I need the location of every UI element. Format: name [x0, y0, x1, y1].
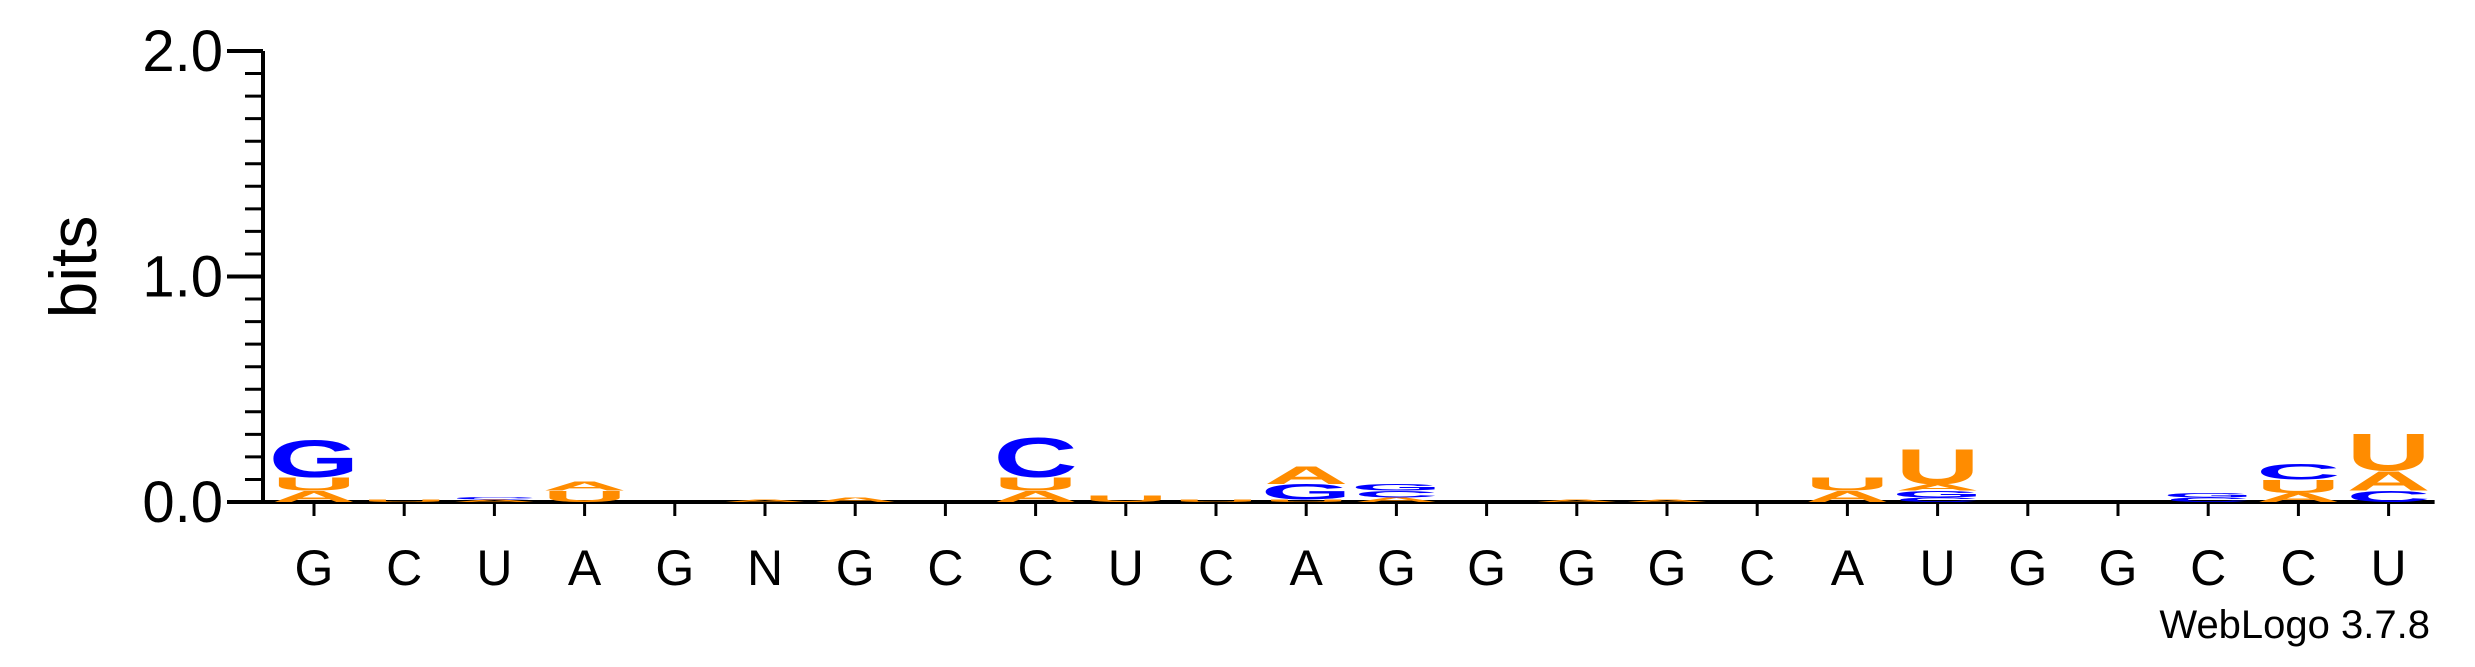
- x-position-label: G: [1648, 540, 1687, 596]
- logo-letter-A: A: [1535, 499, 1619, 502]
- x-position-label: U: [1920, 540, 1956, 596]
- logo-letter-C: C: [2256, 460, 2340, 485]
- x-position-label: G: [2008, 540, 2047, 596]
- logo-letter-G: G: [2163, 492, 2254, 499]
- x-position-label: U: [476, 540, 512, 596]
- logo-letter-A: A: [272, 488, 356, 505]
- logo-letter-U: U: [1895, 439, 1979, 495]
- logo-column: A: [813, 496, 897, 503]
- logo-letter-C: C: [1354, 489, 1438, 500]
- logo-letter-A: A: [1895, 482, 1979, 493]
- x-position-label: G: [295, 540, 334, 596]
- x-position-label: G: [1467, 540, 1506, 596]
- y-tick-label: 2.0: [142, 19, 223, 84]
- logo-column: U: [1174, 499, 1258, 502]
- logo-letter-G: G: [1892, 489, 1983, 500]
- logo-letter-C: C: [1895, 496, 1979, 503]
- x-position-label: G: [1557, 540, 1596, 596]
- x-position-label: G: [2099, 540, 2138, 596]
- logo-letter-U: U: [1084, 493, 1168, 504]
- logo-letter-A: A: [993, 488, 1077, 505]
- x-position-label: U: [2371, 540, 2407, 596]
- logo-column: AUC: [2256, 460, 2340, 505]
- logo-column: A: [1535, 499, 1619, 502]
- logo-column: A: [723, 499, 807, 502]
- y-tick-label: 0.0: [142, 470, 223, 535]
- x-position-label: G: [655, 540, 694, 596]
- logo-letter-G: G: [1261, 480, 1352, 505]
- logo-letter-C: C: [2346, 488, 2430, 505]
- x-position-label: N: [747, 540, 783, 596]
- x-position-label: A: [1290, 540, 1324, 596]
- logo-letter-A: A: [813, 496, 897, 503]
- logo-letter-A: A: [723, 499, 807, 502]
- logo-letter-G: G: [269, 430, 360, 489]
- logo-letter-A: A: [452, 499, 536, 502]
- x-position-label: C: [927, 540, 963, 596]
- y-axis-title: bits: [36, 216, 110, 319]
- logo-letter-G: G: [1351, 482, 1442, 493]
- x-position-label: G: [836, 540, 875, 596]
- logo-letter-A: A: [542, 479, 626, 493]
- x-position-label: A: [568, 540, 602, 596]
- logo-column: UA: [542, 479, 626, 505]
- logo-letter-U: U: [1264, 499, 1348, 502]
- logo-column: A: [1625, 499, 1709, 502]
- logo-column: AU: [1805, 474, 1889, 506]
- logo-column: UGA: [1261, 461, 1352, 504]
- logo-letter-A: A: [2346, 465, 2430, 497]
- x-position-label: U: [1108, 540, 1144, 596]
- x-position-label: C: [386, 540, 422, 596]
- y-axis: 0.0 1.0 2.0: [142, 19, 2435, 535]
- logo-letter-A: A: [1354, 496, 1438, 503]
- logo-letter-U: U: [272, 474, 356, 495]
- x-position-label: C: [1739, 540, 1775, 596]
- x-position-label: C: [2280, 540, 2316, 596]
- logo-letter-A: A: [1805, 488, 1889, 505]
- logo-column: CG: [2163, 492, 2254, 504]
- x-position-label: A: [1831, 540, 1865, 596]
- logo-column: U: [362, 499, 446, 502]
- logo-letter-A: A: [1625, 499, 1709, 502]
- logo-column: ACG: [1351, 482, 1442, 503]
- logo-column: AUC: [993, 427, 1077, 506]
- logo-letter-U: U: [1174, 499, 1258, 502]
- logo-column: U: [1084, 493, 1168, 504]
- x-position-label: C: [1018, 540, 1054, 596]
- logo-column: CAU: [2346, 423, 2430, 506]
- logo-letter-C: C: [452, 497, 536, 500]
- logo-letter-U: U: [542, 488, 626, 505]
- logo-letter-U: U: [2346, 423, 2430, 482]
- logo-letter-C: C: [2166, 496, 2250, 503]
- logo-letter-U: U: [2256, 476, 2340, 497]
- logo-letter-U: U: [362, 499, 446, 502]
- logo-column: AC: [452, 497, 536, 503]
- y-tick-label: 1.0: [142, 245, 223, 310]
- logo-letter-U: U: [993, 474, 1077, 495]
- weblogo-credit: WebLogo 3.7.8: [2159, 603, 2430, 647]
- logo-column: AUG: [269, 430, 360, 506]
- x-position-label: C: [2190, 540, 2226, 596]
- logo-letter-A: A: [1264, 461, 1348, 489]
- x-position-label: G: [1377, 540, 1416, 596]
- logo-letter-C: C: [993, 427, 1077, 490]
- logo-letter-A: A: [2256, 491, 2340, 505]
- x-position-label: C: [1198, 540, 1234, 596]
- logo-letter-U: U: [1805, 474, 1889, 495]
